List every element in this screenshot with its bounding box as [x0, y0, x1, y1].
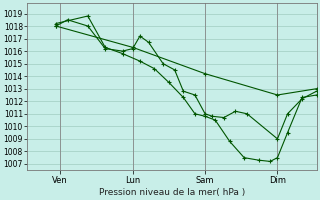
X-axis label: Pression niveau de la mer( hPa ): Pression niveau de la mer( hPa )	[99, 188, 245, 197]
